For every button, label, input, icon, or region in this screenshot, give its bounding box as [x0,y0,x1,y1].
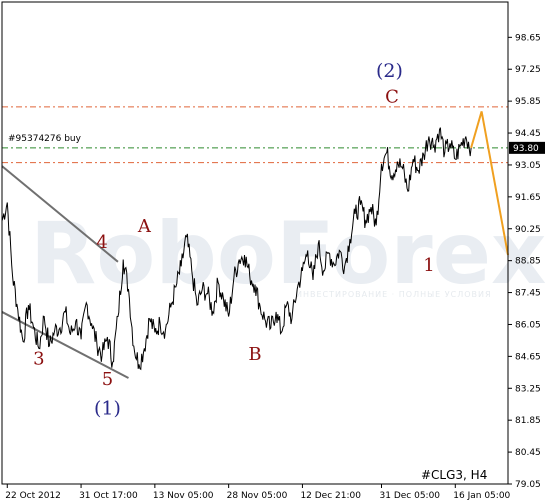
y-tick-label-1: 98.65 [515,33,541,43]
wave-label-6: B [248,344,261,365]
current-price-label: 93.80 [513,144,539,154]
price-series [1,127,472,371]
x-tick-label-4: 28 Nov 05:00 [227,491,288,501]
y-tick-label-10: 86.05 [515,320,541,330]
wave-label-3: 5 [102,369,113,390]
current-price-box [509,141,545,154]
x-tick-label-3: 13 Nov 05:00 [153,491,214,501]
wave-label-8: C [385,86,399,107]
y-tick-label-7: 90.25 [515,225,541,235]
watermark: RoboForex ИНВЕСТИРОВАНИЕ · ПОЛНЫЕ УСЛОВИ… [30,204,547,304]
y-tick-label-3: 95.85 [515,97,541,107]
y-tick-label-2: 97.25 [515,65,541,75]
x-tick-label-5: 12 Dec 21:00 [300,491,361,501]
watermark-tagline: ИНВЕСТИРОВАНИЕ · ПОЛНЫЕ УСЛОВИЯ [296,290,492,299]
wave-label-7: (2) [376,60,403,82]
current-price-marker: 93.80 [509,141,545,154]
wave-label-2: 4 [96,232,107,253]
channel-line-1 [1,165,119,263]
forecast-path [470,111,509,256]
order-label: #95374276 buy [8,134,82,144]
y-tick-label-11: 84.65 [515,352,541,362]
symbol-label: #CLG3, H4 [421,468,487,482]
horizontal-levels [2,106,508,164]
wave-label-1: 3 [33,348,44,369]
watermark-logo: RoboForex [30,204,547,304]
y-tick-label-15: 79.05 [515,480,541,490]
channel-line-2 [1,311,129,379]
wave-label-4: (1) [94,397,121,419]
x-tick-label-6: 31 Dec 05:00 [380,491,441,501]
wave-label-9: 1 [423,255,434,276]
y-tick-label-8: 88.85 [515,257,541,267]
y-tick-label-9: 87.45 [515,289,541,299]
x-axis: 22 Oct 2012 31 Oct 17:00 13 Nov 05:00 28 No… [5,484,511,501]
forecast-line [470,111,509,256]
y-tick-label-6: 91.65 [515,193,541,203]
y-tick-label-13: 81.85 [515,416,541,426]
x-tick-label-7: 16 Jan 05:00 [453,491,510,501]
y-tick-label-4: 94.45 [515,129,541,139]
x-tick-label-1: 22 Oct 2012 [5,491,61,501]
wave-labels: 3 4 5 (1) A B (2) C 1 [33,60,434,419]
plot-frame [1,1,509,485]
x-tick-label-2: 31 Oct 17:00 [79,491,138,501]
y-tick-label-14: 80.45 [515,448,541,458]
y-axis: 98.65 97.25 95.85 94.45 93.05 91.65 90.25 88.85… [508,33,541,490]
y-tick-label-12: 83.25 [515,384,541,394]
y-tick-label-5: 93.05 [515,161,541,171]
price-line-1 [1,127,472,371]
wave-label-5: A [137,216,152,237]
channel-lines [1,165,129,379]
